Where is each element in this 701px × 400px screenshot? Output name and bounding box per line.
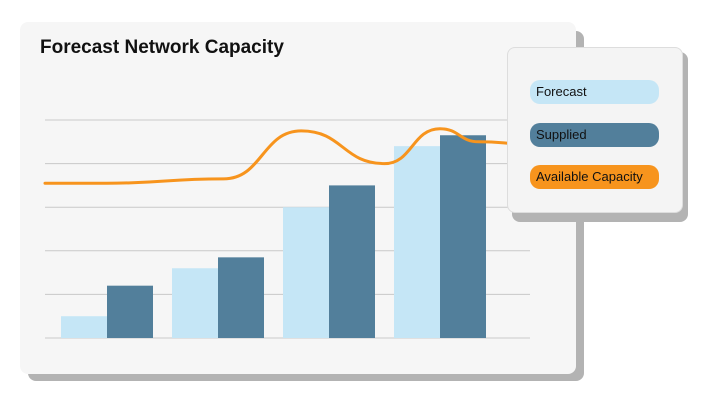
chart-title: Forecast Network Capacity (40, 37, 284, 58)
bar-forecast (172, 268, 218, 338)
legend-item-forecast: Forecast (530, 80, 659, 104)
bar-forecast (283, 207, 329, 338)
line-available-capacity (43, 127, 531, 185)
bar-supplied (218, 257, 264, 338)
bar-forecast (61, 316, 107, 338)
bar-forecast (394, 146, 440, 338)
bar-supplied (440, 135, 486, 338)
bar-supplied (329, 185, 375, 338)
legend-item-supplied: Supplied (530, 123, 659, 147)
bar-supplied (107, 285, 153, 338)
legend: Forecast Supplied Available Capacity (507, 47, 683, 213)
legend-item-available-capacity: Available Capacity (530, 165, 659, 189)
